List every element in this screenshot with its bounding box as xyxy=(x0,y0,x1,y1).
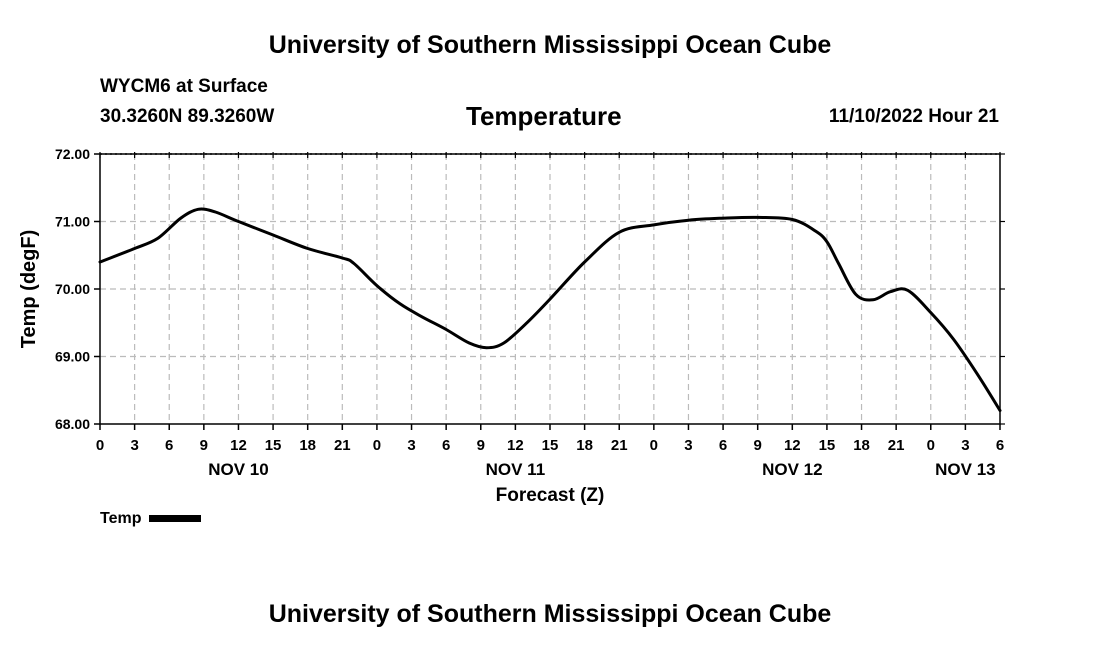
temp-data-point xyxy=(526,321,528,324)
x-tick-label: 21 xyxy=(334,437,351,454)
temp-data-point xyxy=(156,237,159,240)
temp-data-point xyxy=(99,261,101,263)
temp-data-point xyxy=(468,342,471,344)
x-tick-label: 12 xyxy=(230,437,247,454)
temp-data-point xyxy=(687,219,690,221)
x-tick-label: 12 xyxy=(507,437,524,454)
temp-data-point xyxy=(976,372,978,375)
x-tick-label: 3 xyxy=(407,437,415,454)
temp-data-point xyxy=(503,342,505,344)
temp-data-point xyxy=(237,220,240,223)
x-tick-label: 6 xyxy=(442,437,450,454)
temp-data-point xyxy=(399,303,401,305)
y-tick-label: 70.00 xyxy=(55,281,90,297)
x-tick-label: 3 xyxy=(961,437,969,454)
temp-data-point xyxy=(341,257,344,259)
grid xyxy=(100,154,1000,424)
temp-data-point xyxy=(445,328,447,331)
legend-label: Temp xyxy=(100,510,142,527)
x-tick-label: 6 xyxy=(165,437,173,454)
station-label: WYCM6 at Surface xyxy=(100,76,268,97)
y-tick-label: 68.00 xyxy=(55,416,90,432)
x-tick-label: 9 xyxy=(200,437,208,454)
coordinates-label: 30.3260N 89.3260W xyxy=(100,106,275,127)
temp-data-point xyxy=(906,289,909,292)
x-tick-label: 15 xyxy=(819,437,836,454)
temp-data-point xyxy=(179,217,182,219)
temp-data-point xyxy=(854,293,857,296)
x-tick-label: 3 xyxy=(684,437,692,454)
temp-data-point xyxy=(999,409,1001,412)
x-tick-label: 9 xyxy=(754,437,762,454)
legend: Temp xyxy=(100,510,202,528)
temp-data-point xyxy=(214,211,217,213)
x-tick-label: 0 xyxy=(650,437,658,454)
x-tick-label: 0 xyxy=(373,437,381,454)
y-tick-label: 72.00 xyxy=(55,146,90,162)
temp-series-line xyxy=(98,207,1002,412)
x-tick-label: 18 xyxy=(853,437,870,454)
temp-data-point xyxy=(929,311,932,314)
y-tick-label: 71.00 xyxy=(55,214,90,230)
x-tick-label: 6 xyxy=(719,437,727,454)
x-tick-label: 9 xyxy=(477,437,485,454)
x-tick-label: 15 xyxy=(265,437,282,454)
x-tick-label: 15 xyxy=(542,437,559,454)
y-axis-title: Temp (degF) xyxy=(18,230,40,349)
day-label: NOV 11 xyxy=(486,460,546,479)
temp-data-point xyxy=(618,231,621,234)
axis-labels: 0 3 6 9 12 15 18 21 0 3 6 9 12 15 18 21 0 3 6 9 12 15 18 21 0 3 6 6… xyxy=(18,146,1004,506)
temp-data-point xyxy=(756,216,759,219)
temp-data-point xyxy=(889,290,892,293)
temp-data-point xyxy=(872,299,874,301)
temp-data-point xyxy=(653,224,655,226)
temp-data-point xyxy=(353,262,355,265)
temp-data-point xyxy=(722,217,724,219)
temp-data-point xyxy=(549,298,551,300)
y-tick-label: 69.00 xyxy=(55,349,90,365)
axis-ticks xyxy=(94,152,1005,430)
x-axis-title: Forecast (Z) xyxy=(496,485,605,506)
x-tick-label: 21 xyxy=(888,437,905,454)
temp-data-point xyxy=(306,247,309,250)
x-tick-label: 6 xyxy=(996,437,1004,454)
day-label: NOV 12 xyxy=(762,460,822,479)
temp-data-point xyxy=(791,218,794,221)
x-tick-label: 3 xyxy=(130,437,138,454)
date-label: 11/10/2022 Hour 21 xyxy=(828,106,999,127)
footer-title: University of Southern Mississippi Ocean… xyxy=(268,600,832,628)
page-title: University of Southern Mississippi Ocean… xyxy=(268,31,832,59)
temp-data-point xyxy=(376,284,378,287)
temp-data-point xyxy=(485,346,488,349)
temp-data-point xyxy=(583,261,586,263)
temp-data-point xyxy=(814,230,817,232)
x-tick-label: 21 xyxy=(611,437,628,454)
variable-title: Temperature xyxy=(466,101,622,131)
legend-swatch xyxy=(149,515,202,523)
day-label: NOV 13 xyxy=(935,460,995,479)
temp-data-point xyxy=(953,338,955,341)
series xyxy=(98,207,1002,412)
x-tick-label: 12 xyxy=(784,437,801,454)
temp-data-point xyxy=(826,240,828,243)
temp-data-point xyxy=(133,247,136,250)
x-tick-label: 18 xyxy=(576,437,593,454)
temp-data-point xyxy=(197,208,199,211)
x-tick-label: 0 xyxy=(927,437,935,454)
temp-data-point xyxy=(837,262,840,265)
day-label: NOV 10 xyxy=(208,460,268,479)
x-tick-label: 18 xyxy=(299,437,316,454)
temp-data-point xyxy=(272,234,274,236)
temp-data-point xyxy=(422,316,424,319)
x-tick-label: 0 xyxy=(96,437,104,454)
